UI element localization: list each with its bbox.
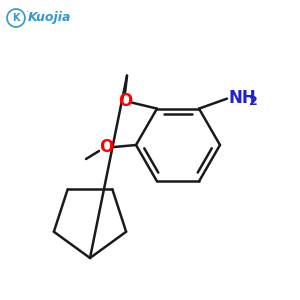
Text: O: O [99,138,113,156]
Text: K: K [12,13,20,23]
Text: 2: 2 [249,95,258,108]
Text: ·: · [26,7,30,17]
Text: Kuojia: Kuojia [28,11,71,25]
Text: NH: NH [229,88,257,106]
Text: O: O [118,92,132,110]
